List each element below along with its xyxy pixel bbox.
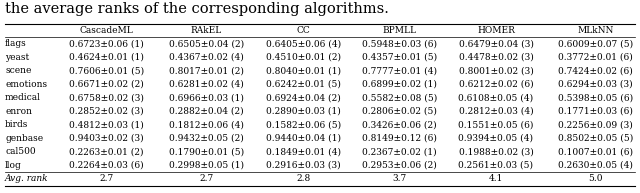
Text: 0.3772±0.01 (6): 0.3772±0.01 (6)	[558, 53, 632, 62]
Text: 0.7606±0.01 (5): 0.7606±0.01 (5)	[68, 66, 144, 75]
Text: BPMLL: BPMLL	[382, 26, 417, 35]
Text: 0.9432±0.05 (2): 0.9432±0.05 (2)	[169, 134, 243, 143]
Text: 0.9403±0.02 (3): 0.9403±0.02 (3)	[69, 134, 143, 143]
Text: flags: flags	[5, 39, 27, 48]
Text: 0.4812±0.03 (1): 0.4812±0.03 (1)	[69, 120, 143, 129]
Text: 2.7: 2.7	[199, 174, 213, 183]
Text: 5.0: 5.0	[588, 174, 602, 183]
Text: scene: scene	[5, 66, 31, 75]
Text: 0.2561±0.03 (5): 0.2561±0.03 (5)	[458, 161, 534, 170]
Text: 0.6723±0.06 (1): 0.6723±0.06 (1)	[69, 39, 143, 48]
Text: 0.6405±0.06 (4): 0.6405±0.06 (4)	[266, 39, 341, 48]
Text: 0.8149±0.12 (6): 0.8149±0.12 (6)	[362, 134, 436, 143]
Text: 0.6671±0.02 (2): 0.6671±0.02 (2)	[69, 80, 143, 89]
Text: 0.1551±0.05 (6): 0.1551±0.05 (6)	[458, 120, 534, 129]
Text: 0.8502±0.05 (5): 0.8502±0.05 (5)	[557, 134, 633, 143]
Text: 0.6758±0.02 (3): 0.6758±0.02 (3)	[69, 93, 143, 102]
Text: 0.2367±0.02 (1): 0.2367±0.02 (1)	[362, 147, 436, 156]
Text: 0.6479±0.04 (3): 0.6479±0.04 (3)	[459, 39, 533, 48]
Text: 0.7777±0.01 (4): 0.7777±0.01 (4)	[362, 66, 437, 75]
Text: 0.2264±0.03 (6): 0.2264±0.03 (6)	[69, 161, 143, 170]
Text: 0.4624±0.01 (1): 0.4624±0.01 (1)	[69, 53, 143, 62]
Text: 0.5398±0.05 (6): 0.5398±0.05 (6)	[557, 93, 633, 102]
Text: llog: llog	[5, 161, 22, 170]
Text: 0.6212±0.02 (6): 0.6212±0.02 (6)	[459, 80, 533, 89]
Text: medical: medical	[5, 93, 41, 102]
Text: RAkEL: RAkEL	[191, 26, 221, 35]
Text: enron: enron	[5, 107, 32, 116]
Text: 0.6294±0.03 (3): 0.6294±0.03 (3)	[558, 80, 632, 89]
Text: genbase: genbase	[5, 134, 44, 143]
Text: 0.6505±0.04 (2): 0.6505±0.04 (2)	[168, 39, 244, 48]
Text: 0.6242±0.01 (5): 0.6242±0.01 (5)	[266, 80, 340, 89]
Text: 2.8: 2.8	[296, 174, 310, 183]
Text: 0.5582±0.08 (5): 0.5582±0.08 (5)	[362, 93, 437, 102]
Text: emotions: emotions	[5, 80, 47, 89]
Text: 4.1: 4.1	[489, 174, 503, 183]
Text: cal500: cal500	[5, 147, 36, 156]
Text: 0.4367±0.02 (4): 0.4367±0.02 (4)	[169, 53, 243, 62]
Text: 0.8001±0.02 (3): 0.8001±0.02 (3)	[459, 66, 533, 75]
Text: 0.1812±0.06 (4): 0.1812±0.06 (4)	[169, 120, 243, 129]
Text: 0.1790±0.01 (5): 0.1790±0.01 (5)	[168, 147, 244, 156]
Text: 0.2630±0.05 (4): 0.2630±0.05 (4)	[558, 161, 632, 170]
Text: 0.2812±0.03 (4): 0.2812±0.03 (4)	[459, 107, 533, 116]
Text: 0.2256±0.09 (3): 0.2256±0.09 (3)	[558, 120, 632, 129]
Text: MLkNN: MLkNN	[577, 26, 613, 35]
Text: 0.4478±0.02 (3): 0.4478±0.02 (3)	[459, 53, 533, 62]
Text: 0.1771±0.03 (6): 0.1771±0.03 (6)	[558, 107, 632, 116]
Text: yeast: yeast	[5, 53, 29, 62]
Text: 0.1988±0.02 (3): 0.1988±0.02 (3)	[459, 147, 533, 156]
Text: 2.7: 2.7	[99, 174, 113, 183]
Text: 0.4357±0.01 (5): 0.4357±0.01 (5)	[362, 53, 437, 62]
Text: the average ranks of the corresponding algorithms.: the average ranks of the corresponding a…	[5, 2, 389, 16]
Text: 0.9394±0.05 (4): 0.9394±0.05 (4)	[458, 134, 534, 143]
Text: 0.8017±0.01 (2): 0.8017±0.01 (2)	[169, 66, 243, 75]
Text: birds: birds	[5, 120, 29, 129]
Text: 0.6966±0.03 (1): 0.6966±0.03 (1)	[169, 93, 243, 102]
Text: 0.9440±0.04 (1): 0.9440±0.04 (1)	[266, 134, 341, 143]
Text: 0.8040±0.01 (1): 0.8040±0.01 (1)	[266, 66, 341, 75]
Text: 0.2806±0.02 (5): 0.2806±0.02 (5)	[362, 107, 436, 116]
Text: 0.2953±0.06 (2): 0.2953±0.06 (2)	[362, 161, 436, 170]
Text: 0.2916±0.03 (3): 0.2916±0.03 (3)	[266, 161, 340, 170]
Text: 0.2852±0.02 (3): 0.2852±0.02 (3)	[69, 107, 143, 116]
Text: 0.7424±0.02 (6): 0.7424±0.02 (6)	[558, 66, 632, 75]
Text: 0.2890±0.03 (1): 0.2890±0.03 (1)	[266, 107, 340, 116]
Text: 0.2882±0.04 (2): 0.2882±0.04 (2)	[169, 107, 243, 116]
Text: Avg. rank: Avg. rank	[5, 174, 49, 183]
Text: 0.4510±0.01 (2): 0.4510±0.01 (2)	[266, 53, 341, 62]
Text: 0.6899±0.02 (1): 0.6899±0.02 (1)	[362, 80, 436, 89]
Text: 0.6009±0.07 (5): 0.6009±0.07 (5)	[557, 39, 633, 48]
Text: 3.7: 3.7	[392, 174, 406, 183]
Text: HOMER: HOMER	[477, 26, 515, 35]
Text: 0.3426±0.06 (2): 0.3426±0.06 (2)	[362, 120, 436, 129]
Text: 0.1007±0.01 (6): 0.1007±0.01 (6)	[557, 147, 633, 156]
Text: 0.6281±0.02 (4): 0.6281±0.02 (4)	[169, 80, 243, 89]
Text: 0.2998±0.05 (1): 0.2998±0.05 (1)	[168, 161, 244, 170]
Text: CC: CC	[296, 26, 310, 35]
Text: 0.6924±0.04 (2): 0.6924±0.04 (2)	[266, 93, 340, 102]
Text: 0.2263±0.01 (2): 0.2263±0.01 (2)	[69, 147, 143, 156]
Text: 0.1582±0.06 (5): 0.1582±0.06 (5)	[266, 120, 341, 129]
Text: 0.5948±0.03 (6): 0.5948±0.03 (6)	[362, 39, 437, 48]
Text: 0.6108±0.05 (4): 0.6108±0.05 (4)	[458, 93, 534, 102]
Text: CascadeML: CascadeML	[79, 26, 133, 35]
Text: 0.1849±0.01 (4): 0.1849±0.01 (4)	[266, 147, 341, 156]
